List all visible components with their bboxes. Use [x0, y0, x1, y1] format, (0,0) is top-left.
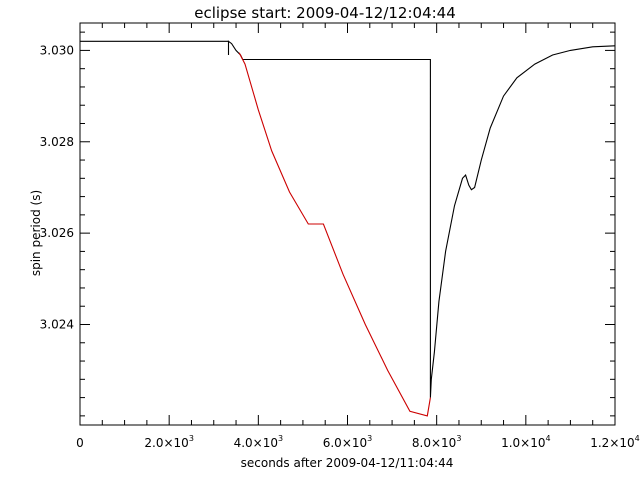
plot-area	[79, 22, 616, 426]
x-tick-label: 6.0×103	[323, 434, 373, 450]
y-tick-label: 3.030	[40, 43, 74, 57]
series-line-1	[80, 40, 616, 398]
y-tick-label: 3.028	[40, 135, 74, 149]
y-tick-label: 3.024	[40, 318, 74, 332]
series-layer	[80, 40, 616, 417]
x-tick-label: 1.2×104	[590, 434, 640, 450]
x-tick-label: 0	[76, 436, 84, 450]
chart-title: eclipse start: 2009-04-12/12:04:44	[194, 4, 456, 22]
y-tick-label: 3.026	[40, 226, 74, 240]
y-tick-labels: 3.024 3.026 3.028 3.030	[40, 43, 74, 331]
x-tick-label: 8.0×103	[412, 434, 462, 450]
x-axis-label: seconds after 2009-04-12/11:04:44	[241, 456, 454, 470]
plot-frame	[79, 22, 616, 426]
series-line-2	[238, 52, 431, 417]
x-tick-labels: 0 2.0×103 4.0×103 6.0×103 8.0×103 1.0×104 1.2×…	[76, 434, 640, 450]
x-tick-label: 1.0×104	[501, 434, 551, 450]
x-tick-label: 2.0×103	[144, 434, 194, 450]
y-axis-label: spin period (s)	[29, 190, 43, 276]
x-tick-label: 4.0×103	[234, 434, 284, 450]
tick-layer	[79, 23, 616, 425]
